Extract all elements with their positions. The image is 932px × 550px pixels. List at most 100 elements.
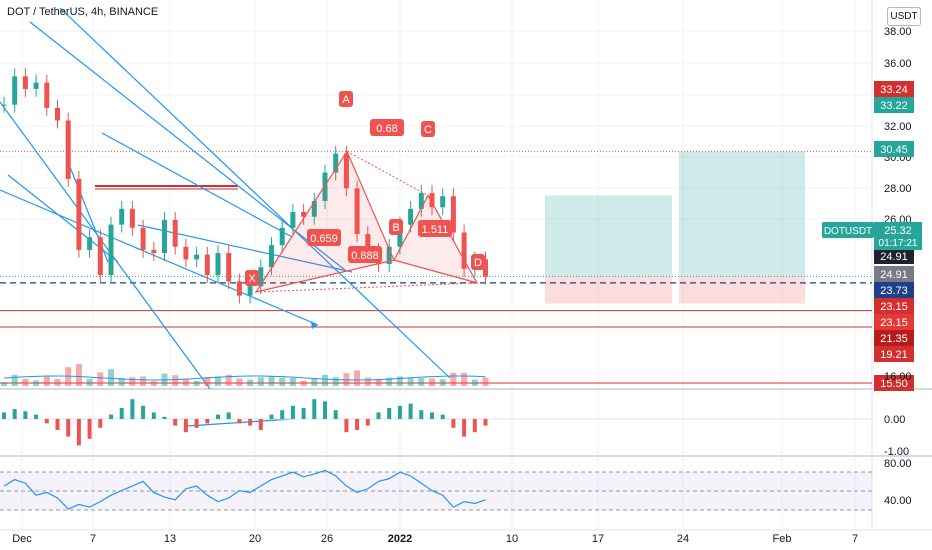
candle-body [119, 208, 125, 225]
candle-body [461, 232, 467, 269]
currency-unit-badge[interactable]: USDT [887, 7, 921, 26]
current-price-box [874, 222, 922, 250]
macd-tick-label: -1.00 [884, 446, 909, 458]
macd-bar [419, 410, 424, 419]
price-label-box [874, 81, 914, 97]
candle-body [322, 172, 328, 201]
x-tick-label: 13 [164, 533, 176, 545]
macd-bar [109, 414, 113, 419]
volume-bar [439, 379, 446, 386]
volume-bar [108, 369, 114, 386]
price-label: 30.45 [880, 144, 908, 156]
volume-bar [450, 372, 457, 386]
volume-bar [172, 375, 179, 386]
volume-bar [461, 372, 468, 386]
candle-body [33, 82, 39, 89]
macd-bar [355, 419, 360, 430]
macd-bar [301, 408, 306, 419]
stop-zone [679, 276, 805, 304]
candle-body [365, 234, 371, 252]
volume-bar [289, 378, 296, 386]
candle-body [194, 254, 200, 260]
price-label: 21.35 [880, 333, 908, 345]
current-price-label: 25.32 [884, 225, 912, 237]
volume-bar [86, 378, 93, 386]
macd-bar [323, 401, 327, 419]
candle-body [55, 107, 60, 121]
macd-bar [258, 419, 263, 430]
candle-body [290, 212, 296, 228]
ratio-label: 0.68 [376, 123, 397, 135]
candle-body [215, 253, 221, 276]
pattern-triangle-bcd [393, 194, 479, 284]
x-tick-label: 24 [677, 533, 689, 545]
trendline [0, 189, 319, 326]
macd-bar [462, 419, 467, 437]
macd-bar [205, 419, 210, 424]
volume-bar [268, 376, 275, 386]
rsi-line [3, 469, 486, 510]
volume-ma-line [3, 375, 486, 381]
profit-zone [545, 195, 672, 277]
macd-bar [130, 399, 135, 419]
price-label-box [874, 346, 914, 362]
volume-bar [22, 378, 29, 386]
volume-bar [418, 378, 425, 386]
candle-body [333, 153, 339, 173]
volume-bar [386, 377, 393, 386]
pattern-point-label: A [342, 94, 350, 106]
volume-bar [482, 377, 489, 386]
candle-body [247, 286, 253, 296]
macd-bar [2, 412, 6, 419]
candle-body [97, 237, 103, 276]
profit-zone [679, 151, 805, 277]
price-label-box [874, 141, 914, 157]
volume-bar [236, 378, 243, 386]
volume-bar [140, 376, 147, 386]
macd-bar [76, 419, 81, 446]
volume-tick-label: 16.00 [884, 371, 912, 383]
macd-bar [23, 411, 28, 419]
x-tick-label: Feb [773, 533, 792, 545]
volume-bar [396, 376, 403, 386]
price-axis: 38.0036.0032.0030.0028.0026.0033.2433.22… [822, 26, 922, 507]
volume-bar [43, 375, 50, 386]
trendline [0, 101, 211, 390]
y-tick-label: 32.00 [884, 121, 912, 133]
volume-bar [118, 378, 125, 386]
macd-bar [119, 408, 124, 419]
candle-body [162, 219, 167, 254]
price-label-box [874, 330, 914, 346]
macd-bar [226, 412, 231, 419]
candle-body [44, 82, 50, 108]
ratio-label: 1.511 [422, 224, 449, 236]
rsi-tick-label: 40.00 [884, 495, 912, 507]
macd-bar [55, 419, 60, 430]
price-label-box [874, 314, 914, 330]
candle-body [418, 193, 424, 209]
macd-bar [387, 408, 392, 419]
rsi-tick-label: 80.00 [884, 458, 912, 470]
macd-bar [248, 419, 253, 426]
chart-title: DOT / TetherUS, 4h, BINANCE [7, 6, 159, 18]
pattern-point-label: X [248, 273, 256, 285]
macd-bar [173, 419, 178, 426]
price-label-box [874, 282, 914, 298]
volume-bar [182, 378, 189, 386]
candle-body [258, 267, 264, 287]
macd-bar [183, 419, 188, 433]
pattern-point-label: D [474, 257, 482, 269]
macd-bar [162, 416, 167, 419]
volume-bar [311, 378, 318, 386]
volume-bar [193, 380, 200, 386]
volume-bar [375, 378, 382, 386]
macd-bar [44, 419, 49, 424]
macd-bar [87, 419, 92, 439]
candle-body [450, 196, 456, 233]
candle-body [408, 208, 414, 225]
candle-body [12, 76, 18, 105]
pattern-point-c [421, 121, 435, 137]
volume-bar [215, 376, 221, 386]
macd-bar [365, 419, 370, 426]
